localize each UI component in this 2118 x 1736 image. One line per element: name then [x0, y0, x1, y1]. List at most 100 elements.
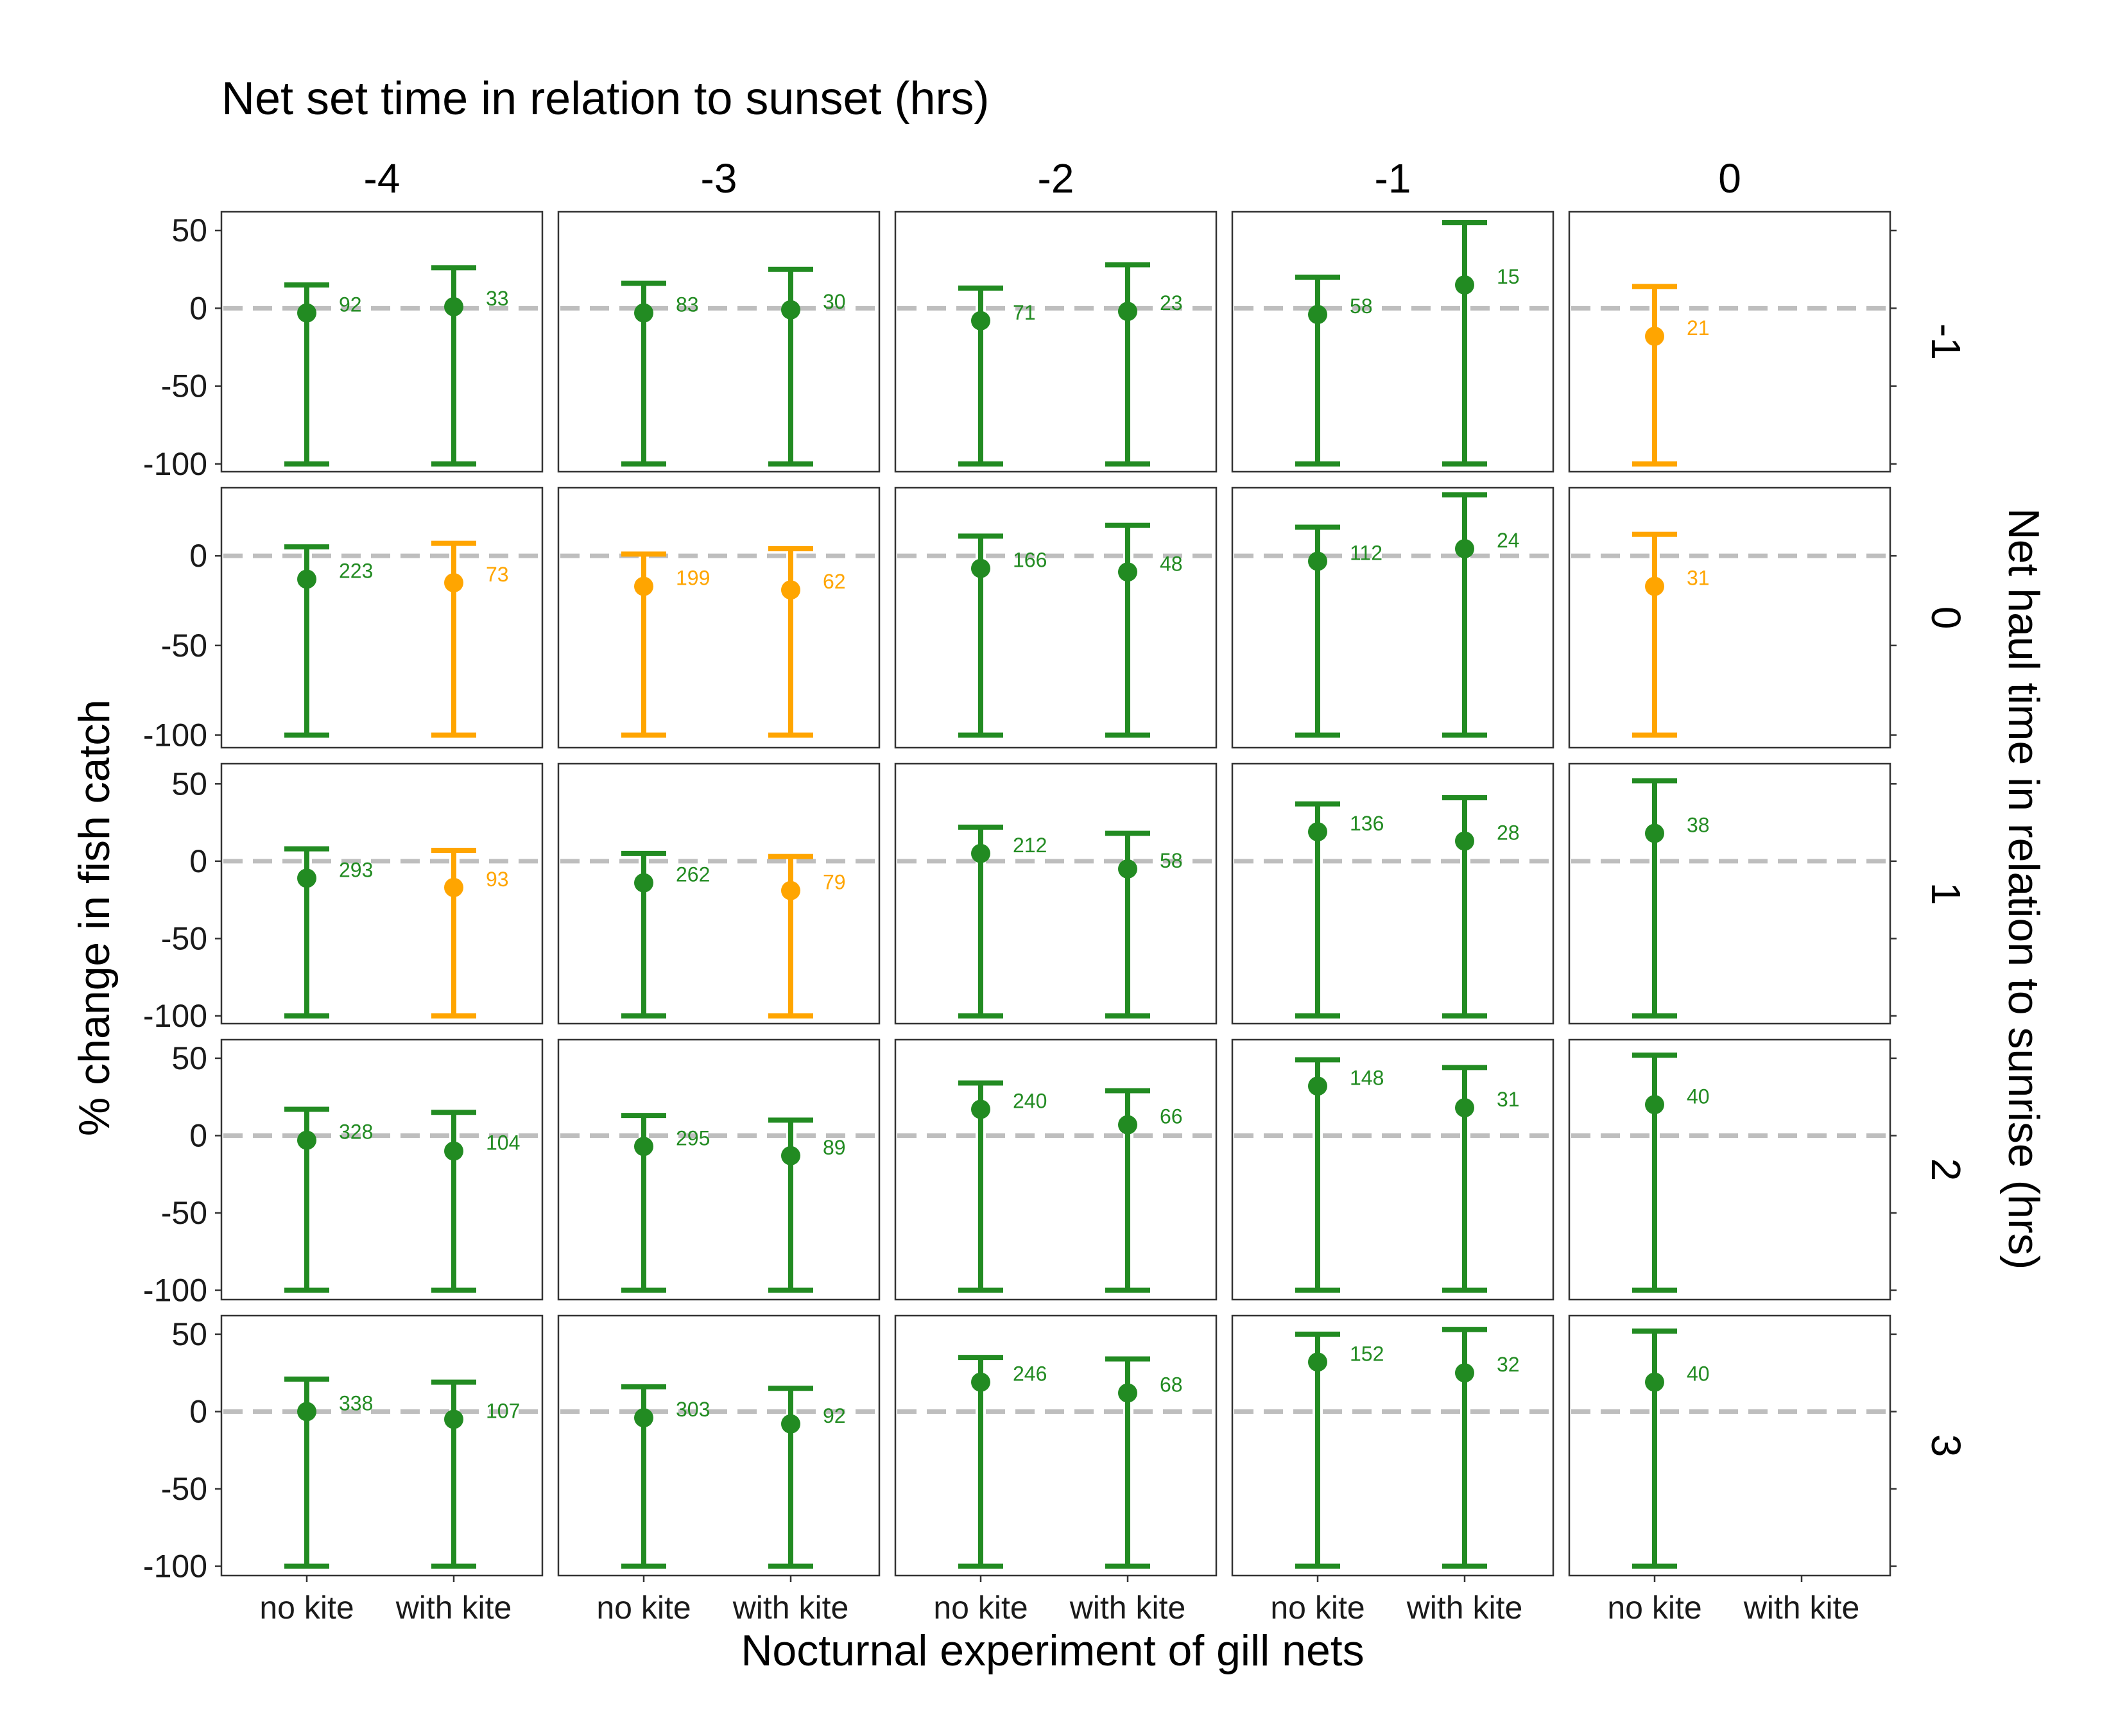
point-estimate [1118, 562, 1137, 582]
sample-size-label: 89 [823, 1136, 846, 1159]
facet-column-label: -3 [701, 155, 737, 202]
point-estimate [781, 881, 800, 900]
sample-size-label: 28 [1497, 821, 1520, 845]
point-estimate [1308, 1076, 1327, 1096]
chart-title: Net set time in relation to sunset (hrs) [221, 73, 989, 125]
facet-panel [1568, 211, 1891, 473]
facet-panel [894, 486, 1218, 749]
point-estimate [781, 300, 800, 320]
y-tick-label: 0 [189, 843, 207, 879]
point-estimate [634, 1408, 653, 1428]
point-estimate [1455, 275, 1474, 295]
y-tick-label: 0 [189, 538, 207, 574]
sample-size-label: 328 [339, 1121, 373, 1144]
x-tick-label: with kite [1743, 1590, 1860, 1626]
point-estimate [634, 303, 653, 323]
facet-row-label: 1 [1923, 882, 1969, 906]
sample-size-label: 68 [1160, 1373, 1183, 1397]
sample-size-label: 303 [676, 1398, 710, 1421]
point-estimate [1118, 302, 1137, 322]
facet-panel [894, 1314, 1218, 1577]
point-estimate [1455, 1363, 1474, 1383]
sample-size-label: 33 [486, 287, 509, 310]
point-estimate [781, 1146, 800, 1165]
point-estimate [1118, 1383, 1137, 1403]
y-tick-label: 50 [171, 766, 207, 802]
sample-size-label: 199 [676, 567, 710, 590]
sample-size-label: 23 [1160, 291, 1183, 314]
point-estimate [297, 1130, 316, 1150]
point-estimate [444, 296, 463, 316]
point-estimate [1308, 1352, 1327, 1372]
y-tick-label: -100 [143, 1273, 207, 1309]
facet-panel [220, 1038, 544, 1301]
point-estimate [781, 580, 800, 600]
y-tick-label: -100 [143, 717, 207, 753]
facet-column-label: 0 [1718, 155, 1741, 202]
facet-panel [557, 486, 881, 749]
sample-size-label: 66 [1160, 1105, 1183, 1128]
point-estimate [1455, 1098, 1474, 1118]
sample-size-label: 73 [486, 563, 509, 586]
y-tick-label: -100 [143, 998, 207, 1034]
sample-size-label: 295 [676, 1126, 710, 1149]
facet-panel [1231, 486, 1554, 749]
x-tick-label: no kite [259, 1590, 354, 1626]
point-estimate [444, 1409, 463, 1429]
x-tick-label: with kite [395, 1590, 512, 1626]
facet-panel [1231, 1038, 1554, 1301]
sample-size-label: 148 [1350, 1066, 1384, 1089]
x-tick-label: with kite [1069, 1590, 1186, 1626]
sample-size-label: 262 [676, 863, 710, 886]
facet-panel [557, 1314, 881, 1577]
sample-size-label: 79 [823, 871, 846, 894]
y-tick-label: -100 [143, 446, 207, 482]
point-estimate [297, 1402, 316, 1422]
point-estimate [444, 877, 463, 897]
point-estimate [1645, 823, 1664, 843]
sample-size-label: 107 [486, 1400, 520, 1423]
x-tick-label: with kite [1406, 1590, 1523, 1626]
sample-size-label: 246 [1013, 1362, 1047, 1386]
point-estimate [297, 569, 316, 589]
x-tick-label: no kite [933, 1590, 1028, 1626]
y-tick-label: -50 [161, 1195, 207, 1231]
facet-row-label: 2 [1923, 1158, 1969, 1182]
y-tick-label: -100 [143, 1549, 207, 1585]
point-estimate [1308, 822, 1327, 842]
y-tick-label: -50 [161, 628, 207, 664]
y-tick-label: -50 [161, 368, 207, 404]
point-estimate [781, 1414, 800, 1434]
point-estimate [634, 1137, 653, 1156]
facet-panel [1568, 1314, 1891, 1577]
sample-size-label: 40 [1687, 1085, 1710, 1108]
facet-panel [894, 211, 1218, 473]
sample-size-label: 40 [1687, 1362, 1710, 1386]
facet-panel [894, 762, 1218, 1025]
point-estimate [1645, 1372, 1664, 1392]
sample-size-label: 136 [1350, 812, 1384, 835]
point-estimate [444, 1141, 463, 1161]
sample-size-label: 166 [1013, 549, 1047, 572]
facet-panel [1231, 211, 1554, 473]
facet-row-label: 0 [1923, 606, 1969, 630]
point-estimate [634, 576, 653, 596]
sample-size-label: 83 [676, 293, 699, 316]
sample-size-label: 24 [1497, 529, 1520, 552]
facet-panel [557, 762, 881, 1025]
y-tick-label: 0 [189, 1117, 207, 1153]
point-estimate [971, 311, 990, 331]
sample-size-label: 58 [1350, 295, 1373, 318]
point-estimate [1645, 576, 1664, 596]
sample-size-label: 212 [1013, 834, 1047, 857]
facet-row-axis-label: Net haul time in relation to sunrise (hr… [1999, 508, 2048, 1270]
sample-size-label: 38 [1687, 813, 1710, 836]
facet-panel [1568, 1038, 1891, 1301]
facet-panel [220, 211, 544, 473]
y-tick-label: -50 [161, 920, 207, 956]
sample-size-label: 58 [1160, 849, 1183, 872]
point-estimate [1455, 538, 1474, 558]
facet-panel [220, 762, 544, 1025]
